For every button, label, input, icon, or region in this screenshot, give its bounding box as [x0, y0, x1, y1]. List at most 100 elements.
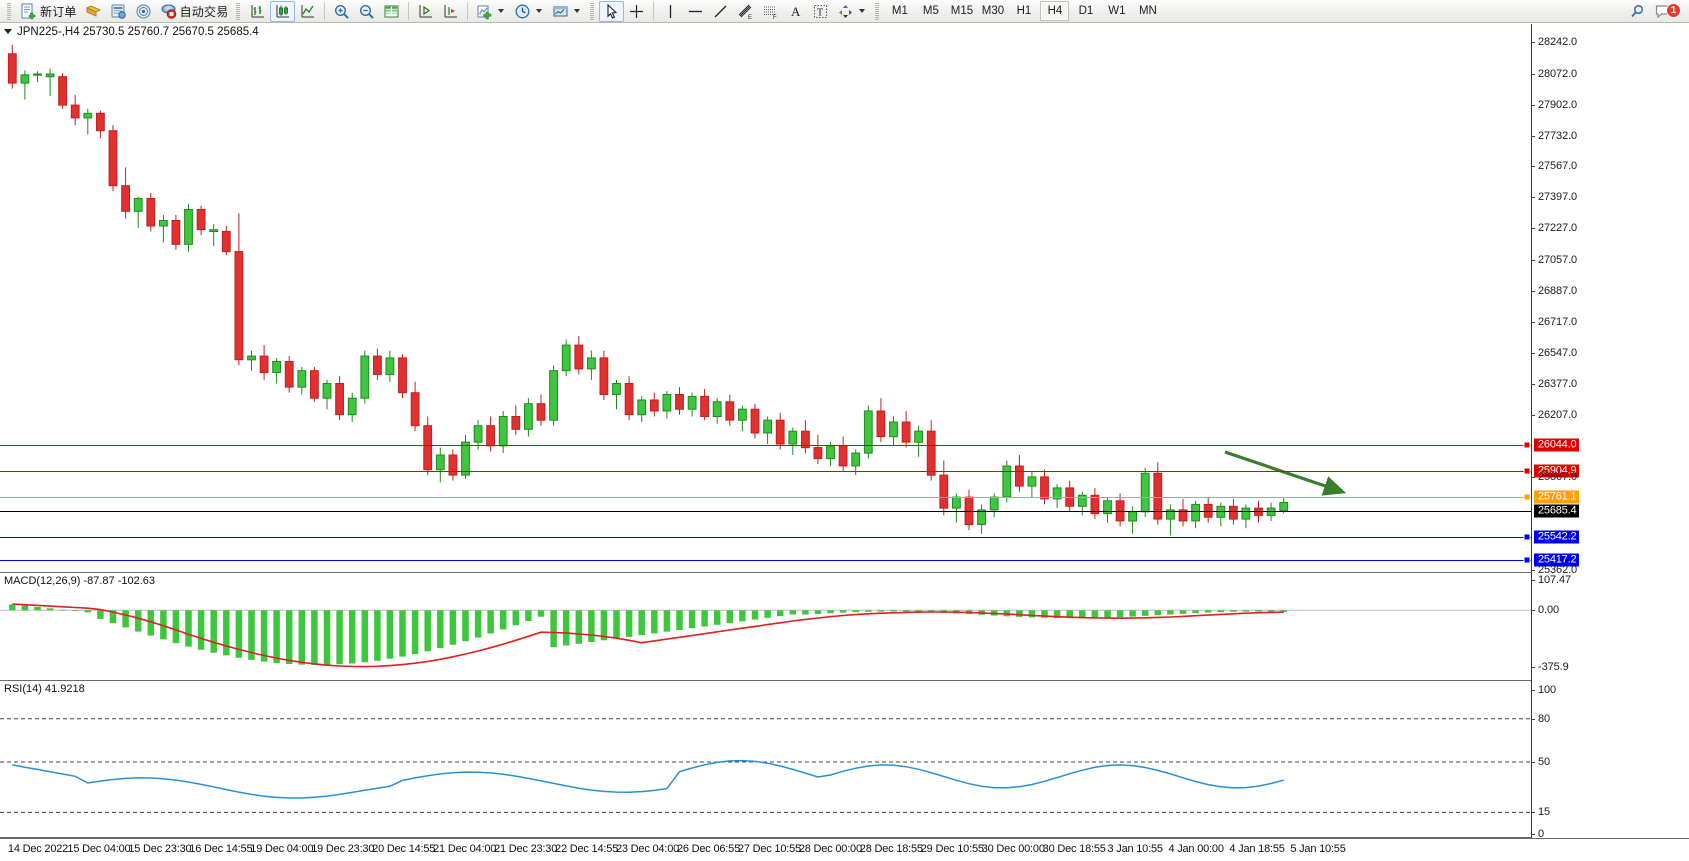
signals-button[interactable]	[131, 1, 156, 22]
equidistant-channel-button[interactable]: E	[733, 1, 758, 22]
timeframe-button-h4[interactable]: H4	[1040, 1, 1070, 21]
price-tick	[1531, 135, 1535, 137]
price-level-line-support[interactable]	[0, 559, 1531, 561]
timeframe-button-w1[interactable]: W1	[1108, 5, 1126, 17]
pane-separator-macd	[0, 572, 1531, 573]
time-axis-label: 4 Jan 00:00	[1168, 843, 1224, 855]
price-tick	[1531, 197, 1535, 199]
timeframe-button-h1[interactable]: H1	[1016, 5, 1032, 17]
macd-indicator-label: MACD(12,26,9) -87.87 -102.63	[4, 575, 156, 587]
clock-icon	[515, 4, 530, 18]
price-level-handle[interactable]	[1523, 493, 1531, 501]
price-axis-label: 25362.0	[1538, 564, 1578, 576]
auto-trading-label: 自动交易	[179, 4, 229, 19]
timeframe-button-m5[interactable]: M5	[922, 5, 939, 17]
candlestick-icon	[276, 4, 290, 17]
chevron-down-icon-4[interactable]	[859, 9, 866, 13]
svg-text:E: E	[748, 15, 752, 20]
chevron-down-icon-3[interactable]	[574, 9, 581, 13]
indicator-scale-label: 0	[1538, 828, 1545, 840]
data-grid-button[interactable]	[379, 1, 404, 22]
price-level-line-resistance[interactable]	[0, 445, 1531, 447]
time-axis-label: 26 Dec 06:55	[676, 843, 740, 855]
timeframe-button-d1[interactable]: D1	[1078, 5, 1094, 17]
chart-menu-caret-icon[interactable]	[4, 29, 12, 34]
zoom-out-button[interactable]	[354, 1, 379, 22]
price-axis-label: 27567.0	[1538, 160, 1578, 173]
line-chart-button[interactable]	[295, 1, 320, 22]
timeframe-button-mn[interactable]: MN	[1138, 5, 1157, 17]
price-level-handle[interactable]	[1523, 441, 1531, 449]
price-axis-label: 28242.0	[1538, 36, 1578, 49]
fibonacci-button[interactable]: F	[758, 1, 783, 22]
timeframe-button-m15[interactable]: M15	[950, 5, 974, 17]
toolbar-separator-4	[653, 2, 655, 20]
pane-separator-bottom	[0, 837, 1531, 838]
time-axis-label: 3 Jan 10:55	[1107, 843, 1163, 855]
time-axis-label: 22 Dec 14:55	[555, 843, 619, 855]
price-axis-label: 26207.0	[1538, 409, 1578, 422]
time-axis-label: 19 Dec 23:30	[311, 843, 375, 855]
price-level-line-pivot[interactable]	[0, 496, 1531, 498]
toolbar-grip[interactable]	[6, 2, 13, 20]
fibonacci-icon: F	[764, 6, 777, 20]
price-axis-label: 26887.0	[1538, 284, 1578, 297]
time-axis-label: 5 Jan 10:55	[1290, 843, 1346, 855]
rsi-indicator-label: RSI(14) 41.9218	[4, 683, 85, 695]
chevron-down-icon[interactable]	[498, 9, 505, 13]
toolbar-grip-2[interactable]	[235, 2, 243, 20]
new-order-icon	[21, 3, 36, 19]
price-axis-label: 27732.0	[1538, 129, 1578, 142]
chat-button[interactable]: 1	[1650, 1, 1686, 22]
chart-symbol-header[interactable]: JPN225-,H4 25730.5 25760.7 25670.5 25685…	[0, 24, 259, 39]
add-indicator-button[interactable]	[472, 1, 510, 22]
price-axis-label: 26377.0	[1538, 378, 1578, 391]
indicator-scale-label: -375.9	[1538, 661, 1569, 674]
indicator-scale-tick	[1531, 834, 1535, 835]
chart-canvas-area[interactable]: 26044.0 25904.9 25761.1 25685.4 25542.2 25417…	[0, 24, 1689, 840]
bar-chart-button[interactable]	[245, 1, 270, 22]
timeframe-button-m30[interactable]: M30	[981, 5, 1005, 17]
arrows-tool-button[interactable]	[833, 1, 871, 22]
time-axis-label: 15 Dec 04:00	[67, 843, 131, 855]
market-watch-button[interactable]	[106, 1, 131, 22]
toolbar-grip-4[interactable]	[874, 2, 882, 20]
price-level-line-support[interactable]	[0, 536, 1531, 538]
search-button[interactable]	[1625, 1, 1650, 22]
data-window-button[interactable]	[81, 1, 106, 22]
candlestick-chart-button[interactable]	[270, 0, 296, 22]
trend-arrow-annotation[interactable]	[0, 24, 1531, 840]
new-order-button[interactable]: 新订单	[16, 1, 81, 22]
time-axis-label: 14 Dec 2022	[7, 843, 69, 855]
zoom-in-button[interactable]	[329, 1, 354, 22]
price-level-line-resistance[interactable]	[0, 470, 1531, 472]
indicator-scale-label: 107.47	[1538, 574, 1572, 586]
horizontal-line-icon	[689, 10, 703, 12]
time-axis-label: 19 Dec 04:00	[250, 843, 314, 855]
zoom-in-icon	[335, 4, 350, 19]
time-axis-label: 23 Dec 04:00	[615, 843, 680, 855]
auto-trading-button[interactable]: 自动交易	[156, 1, 233, 22]
shift-chart-button[interactable]	[413, 1, 438, 22]
trendline-button[interactable]	[708, 1, 733, 22]
timeframe-button-m1[interactable]: M1	[891, 5, 908, 17]
text-tool-button[interactable]: A	[783, 1, 808, 22]
horizontal-line-button[interactable]	[683, 1, 708, 22]
template-button[interactable]	[548, 1, 586, 22]
cursor-tool-button[interactable]	[599, 0, 625, 22]
svg-text:T: T	[817, 7, 823, 18]
price-level-line-last-price[interactable]	[0, 510, 1531, 512]
crosshair-icon	[630, 4, 644, 18]
period-button[interactable]	[510, 1, 548, 22]
text-label-button[interactable]: T	[808, 1, 833, 22]
auto-scroll-button[interactable]	[438, 1, 463, 22]
price-level-handle[interactable]	[1523, 556, 1531, 564]
toolbar-grip-3[interactable]	[589, 2, 597, 20]
price-tick	[1531, 228, 1535, 230]
chevron-down-icon-2[interactable]	[536, 9, 543, 13]
price-level-handle[interactable]	[1523, 533, 1531, 541]
price-level-handle[interactable]	[1523, 467, 1531, 475]
crosshair-tool-button[interactable]	[624, 1, 649, 22]
vertical-line-button[interactable]	[658, 1, 683, 22]
macd-pane	[0, 603, 1531, 668]
